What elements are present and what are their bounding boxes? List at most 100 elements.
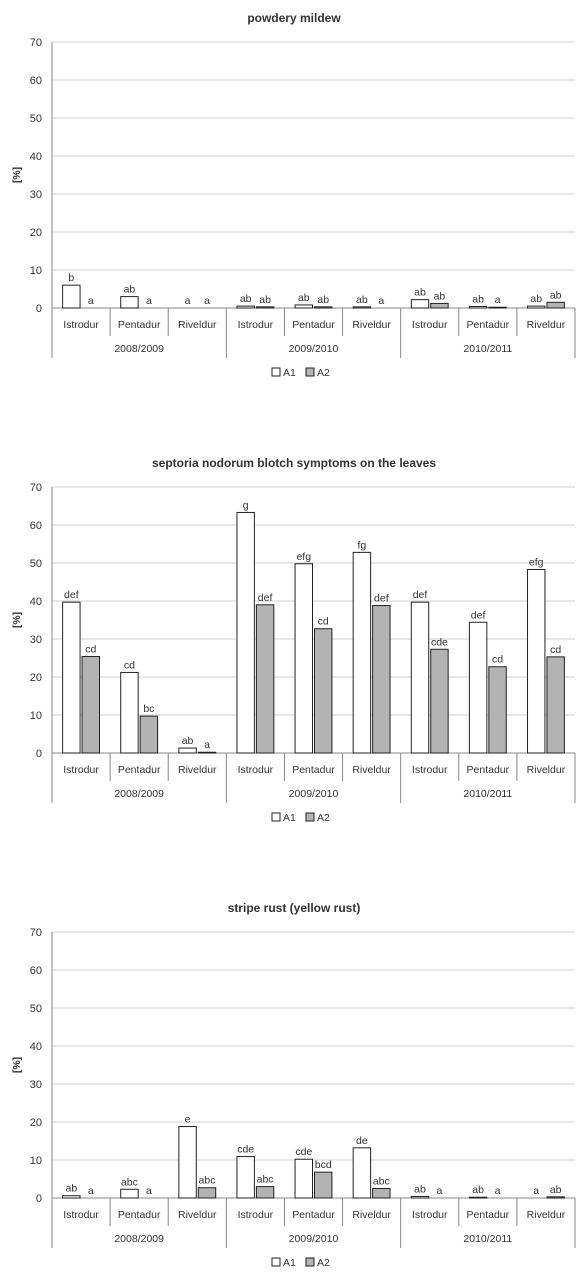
bar-a1 xyxy=(352,551,372,754)
x-tick-label: Riveldur xyxy=(352,764,391,776)
y-tick-label: 70 xyxy=(30,37,42,49)
data-label: cde xyxy=(431,636,448,648)
y-tick-label: 60 xyxy=(30,520,42,532)
x-tick-label: Riveldur xyxy=(178,764,217,776)
bar-a2 xyxy=(430,302,449,309)
legend-label: A1 xyxy=(283,367,296,379)
bar-a2 xyxy=(197,751,217,754)
group-label: 2008/2009 xyxy=(114,788,164,800)
x-tick-label: Pentadur xyxy=(118,319,161,331)
y-tick-label: 20 xyxy=(30,227,42,239)
data-label: ab xyxy=(259,294,271,306)
x-tick-label: Istrodur xyxy=(63,319,99,331)
bar-a2 xyxy=(372,605,391,754)
legend-swatch-a1 xyxy=(271,367,281,377)
x-tick-label: Istrodur xyxy=(238,764,274,776)
x-tick-label: Pentadur xyxy=(292,319,335,331)
x-tick-label: Pentadur xyxy=(292,764,335,776)
bar-a1 xyxy=(294,1158,314,1199)
bar-a1 xyxy=(120,296,139,309)
y-tick-label: 50 xyxy=(30,1003,42,1015)
y-tick-label: 20 xyxy=(30,672,42,684)
data-label: abc xyxy=(257,1174,274,1186)
y-tick-label: 50 xyxy=(30,558,42,570)
data-label: ab xyxy=(317,294,329,306)
x-tick-label: Riveldur xyxy=(352,319,391,331)
data-label: ab xyxy=(356,294,368,306)
bar-a2 xyxy=(546,656,565,754)
data-label: ab xyxy=(414,1183,426,1195)
y-tick-label: 0 xyxy=(36,1193,42,1205)
data-label: ab xyxy=(550,289,562,301)
x-tick-label: Istrodur xyxy=(238,1209,274,1221)
powdery-mildew-plot: powdery mildew [%] 0 10 20 30 40 50 60 70 Istrod… xyxy=(11,11,576,379)
bar-a1 xyxy=(527,568,546,754)
bar-a2 xyxy=(314,306,333,309)
x-tick-label: Riveldur xyxy=(178,1209,217,1221)
bar-a2 xyxy=(488,306,507,309)
bar-a1 xyxy=(410,299,430,309)
bar-a1 xyxy=(120,671,139,754)
legend-swatch-a2 xyxy=(305,367,315,377)
bar-a1 xyxy=(410,601,430,754)
bar-a1 xyxy=(62,1195,81,1199)
data-label: ab xyxy=(472,293,484,305)
bar-a2 xyxy=(81,655,100,754)
data-label: bcd xyxy=(315,1159,332,1171)
bar-a1 xyxy=(294,563,314,754)
y-tick-label: 70 xyxy=(30,927,42,939)
data-label: cd xyxy=(550,644,561,656)
x-tick-label: Istrodur xyxy=(63,1209,99,1221)
data-label: a xyxy=(495,294,501,306)
x-tick-label: Pentadur xyxy=(118,1209,161,1221)
y-tick-label: 10 xyxy=(30,265,42,277)
data-label: def xyxy=(471,609,486,621)
data-label: a xyxy=(204,739,210,751)
bar-a1 xyxy=(468,621,488,754)
data-label: cd xyxy=(318,616,329,628)
bar-a1 xyxy=(120,1188,139,1199)
legend-label: A2 xyxy=(317,1257,330,1269)
bar-a1 xyxy=(178,747,197,754)
data-label: cde xyxy=(237,1144,254,1156)
y-tick-label: 0 xyxy=(36,303,42,315)
x-tick-label: Istrodur xyxy=(412,319,448,331)
data-label: fg xyxy=(358,539,367,551)
data-label: efg xyxy=(529,556,544,568)
data-label: ab xyxy=(550,1184,562,1196)
x-tick-label: Pentadur xyxy=(118,764,161,776)
data-label: cd xyxy=(492,654,503,666)
group-label: 2009/2010 xyxy=(289,788,339,800)
bar-a2 xyxy=(488,666,507,754)
bar-a2 xyxy=(255,1186,275,1199)
data-label: a xyxy=(495,1185,501,1197)
x-tick-label: Pentadur xyxy=(467,319,510,331)
legend-swatch-a2 xyxy=(305,1257,315,1267)
y-tick-label: 20 xyxy=(30,1117,42,1129)
bar-a2 xyxy=(430,648,449,754)
y-tick-label: 70 xyxy=(30,482,42,494)
chart-title: septoria nodorum blotch symptoms on the … xyxy=(152,456,436,470)
bar-a1 xyxy=(410,1195,430,1199)
data-label: g xyxy=(243,499,249,511)
data-label: a xyxy=(146,295,152,307)
y-tick-label: 40 xyxy=(30,596,42,608)
x-tick-label: Riveldur xyxy=(178,319,217,331)
data-label: a xyxy=(146,1185,152,1197)
chart-title: powdery mildew xyxy=(247,11,341,25)
bar-a2 xyxy=(372,1188,391,1199)
bar-a1 xyxy=(236,511,255,754)
y-tick-label: 0 xyxy=(36,748,42,760)
stripe-rust-plot: stripe rust (yellow rust) [%] 0 10 20 30 40 5… xyxy=(11,901,576,1269)
bar-a1 xyxy=(236,1156,255,1199)
chart-title: stripe rust (yellow rust) xyxy=(228,901,361,915)
x-tick-label: Istrodur xyxy=(238,319,274,331)
x-tick-label: Riveldur xyxy=(527,319,566,331)
y-axis-label: [%] xyxy=(11,1057,23,1073)
data-label: def xyxy=(413,589,428,601)
data-label: def xyxy=(374,593,389,605)
group-label: 2008/2009 xyxy=(114,343,164,355)
data-label: b xyxy=(68,272,74,284)
powdery-mildew-chart: powdery mildew [%] 0 10 20 30 40 50 60 70 Istrod… xyxy=(0,0,579,390)
data-label: a xyxy=(437,1185,443,1197)
